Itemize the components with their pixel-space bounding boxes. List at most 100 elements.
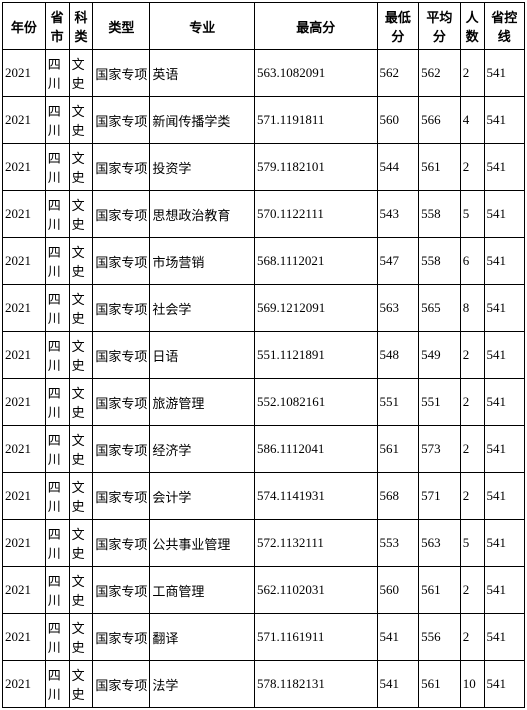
table-cell: 四川 [45, 97, 69, 144]
table-cell: 10 [460, 661, 484, 708]
table-cell: 文史 [69, 473, 93, 520]
table-cell: 571 [419, 473, 461, 520]
table-cell: 548 [377, 332, 419, 379]
table-cell: 541 [484, 614, 524, 661]
table-row: 2021四川文史国家专项英语563.10820915625622541 [3, 50, 525, 97]
table-cell: 552.1082161 [255, 379, 377, 426]
table-row: 2021四川文史国家专项工商管理562.11020315605612541 [3, 567, 525, 614]
table-cell: 国家专项 [93, 473, 150, 520]
table-cell: 541 [484, 520, 524, 567]
table-cell: 541 [484, 567, 524, 614]
table-cell: 四川 [45, 191, 69, 238]
header-low: 最低分 [377, 3, 419, 50]
table-cell: 551.1121891 [255, 332, 377, 379]
table-cell: 2 [460, 144, 484, 191]
scores-table: 年份 省市 科类 类型 专业 最高分 最低分 平均分 人数 省控线 2021四川… [2, 2, 525, 708]
table-cell: 国家专项 [93, 332, 150, 379]
table-cell: 571.1161911 [255, 614, 377, 661]
table-cell: 市场营销 [150, 238, 255, 285]
table-cell: 553 [377, 520, 419, 567]
table-cell: 2 [460, 567, 484, 614]
table-cell: 2 [460, 50, 484, 97]
table-row: 2021四川文史国家专项会计学574.11419315685712541 [3, 473, 525, 520]
table-cell: 文史 [69, 50, 93, 97]
table-cell: 2021 [3, 191, 46, 238]
table-row: 2021四川文史国家专项思想政治教育570.11221115435585541 [3, 191, 525, 238]
table-cell: 561 [419, 661, 461, 708]
table-cell: 2021 [3, 567, 46, 614]
table-cell: 国家专项 [93, 50, 150, 97]
table-cell: 541 [484, 426, 524, 473]
table-cell: 549 [419, 332, 461, 379]
table-cell: 文史 [69, 661, 93, 708]
table-body: 2021四川文史国家专项英语563.108209156256225412021四… [3, 50, 525, 708]
table-cell: 2021 [3, 332, 46, 379]
table-cell: 541 [484, 97, 524, 144]
header-count: 人数 [460, 3, 484, 50]
table-cell: 573 [419, 426, 461, 473]
table-cell: 2021 [3, 50, 46, 97]
header-subject: 科类 [69, 3, 93, 50]
table-cell: 四川 [45, 144, 69, 191]
table-cell: 文史 [69, 285, 93, 332]
table-cell: 公共事业管理 [150, 520, 255, 567]
table-cell: 国家专项 [93, 191, 150, 238]
table-row: 2021四川文史国家专项法学578.118213154156110541 [3, 661, 525, 708]
table-cell: 558 [419, 191, 461, 238]
table-cell: 国家专项 [93, 520, 150, 567]
table-cell: 560 [377, 97, 419, 144]
table-cell: 2021 [3, 473, 46, 520]
table-cell: 四川 [45, 379, 69, 426]
table-cell: 经济学 [150, 426, 255, 473]
table-cell: 541 [484, 285, 524, 332]
table-cell: 四川 [45, 238, 69, 285]
table-cell: 2 [460, 614, 484, 661]
table-cell: 551 [377, 379, 419, 426]
table-cell: 578.1182131 [255, 661, 377, 708]
table-cell: 544 [377, 144, 419, 191]
table-cell: 563 [419, 520, 461, 567]
table-cell: 541 [484, 238, 524, 285]
table-cell: 英语 [150, 50, 255, 97]
table-cell: 571.1191811 [255, 97, 377, 144]
table-cell: 国家专项 [93, 567, 150, 614]
table-cell: 国家专项 [93, 97, 150, 144]
table-cell: 四川 [45, 567, 69, 614]
table-cell: 四川 [45, 332, 69, 379]
table-cell: 国家专项 [93, 379, 150, 426]
table-cell: 2021 [3, 285, 46, 332]
table-cell: 四川 [45, 285, 69, 332]
table-cell: 568 [377, 473, 419, 520]
table-cell: 国家专项 [93, 144, 150, 191]
table-cell: 四川 [45, 473, 69, 520]
table-cell: 文史 [69, 332, 93, 379]
table-cell: 563.1082091 [255, 50, 377, 97]
table-cell: 569.1212091 [255, 285, 377, 332]
table-cell: 541 [484, 332, 524, 379]
table-header: 年份 省市 科类 类型 专业 最高分 最低分 平均分 人数 省控线 [3, 3, 525, 50]
table-cell: 思想政治教育 [150, 191, 255, 238]
table-cell: 文史 [69, 520, 93, 567]
table-cell: 2021 [3, 238, 46, 285]
table-cell: 文史 [69, 238, 93, 285]
table-cell: 法学 [150, 661, 255, 708]
table-row: 2021四川文史国家专项市场营销568.11120215475586541 [3, 238, 525, 285]
table-cell: 新闻传播学类 [150, 97, 255, 144]
table-cell: 541 [484, 379, 524, 426]
table-cell: 566 [419, 97, 461, 144]
table-cell: 2021 [3, 379, 46, 426]
table-cell: 四川 [45, 520, 69, 567]
table-cell: 6 [460, 238, 484, 285]
table-cell: 国家专项 [93, 426, 150, 473]
header-avg: 平均分 [419, 3, 461, 50]
table-cell: 574.1141931 [255, 473, 377, 520]
table-cell: 国家专项 [93, 661, 150, 708]
table-row: 2021四川文史国家专项新闻传播学类571.11918115605664541 [3, 97, 525, 144]
table-cell: 5 [460, 520, 484, 567]
table-cell: 2021 [3, 614, 46, 661]
table-cell: 2 [460, 473, 484, 520]
table-cell: 586.1112041 [255, 426, 377, 473]
table-cell: 556 [419, 614, 461, 661]
table-row: 2021四川文史国家专项社会学569.12120915635658541 [3, 285, 525, 332]
table-cell: 8 [460, 285, 484, 332]
